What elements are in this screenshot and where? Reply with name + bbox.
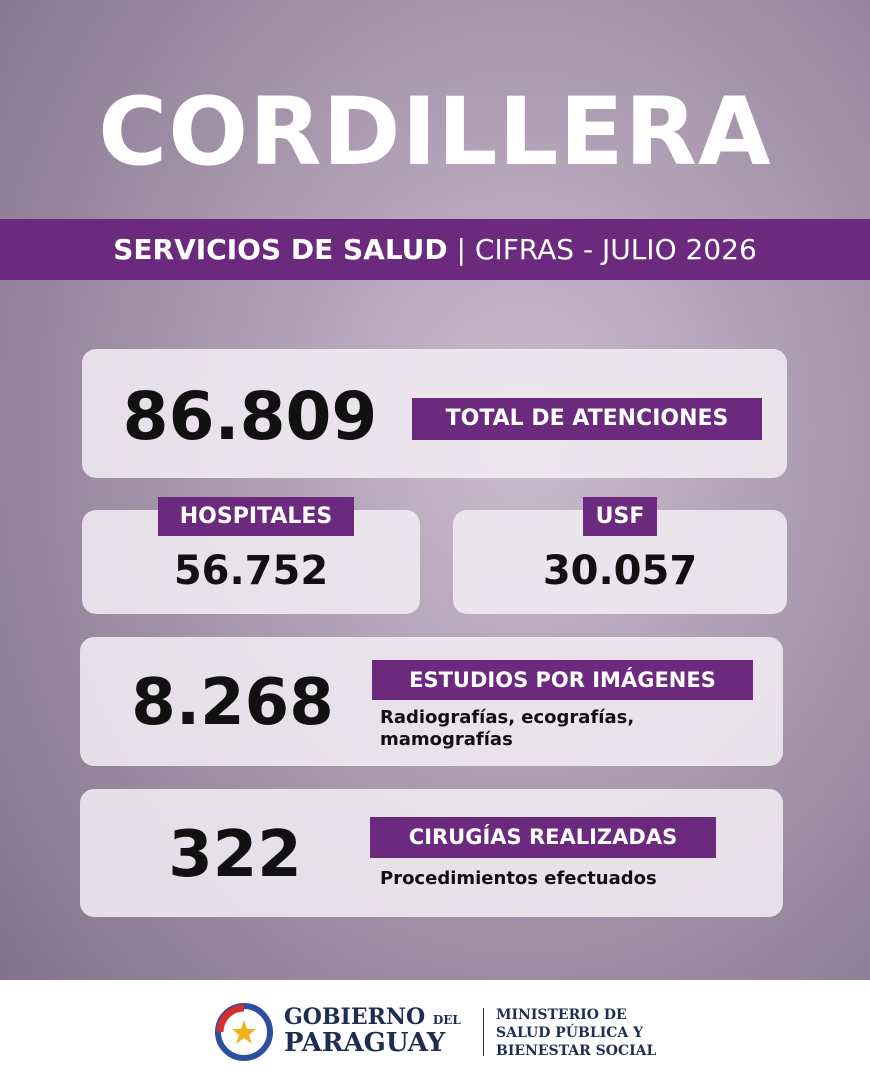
description-line: Radiografías, ecografías, <box>380 707 635 728</box>
subtitle-left: SERVICIOS DE SALUD <box>113 233 448 266</box>
estudios-value: 8.268 <box>131 666 334 740</box>
description-line: mamografías <box>380 729 513 750</box>
estudios-description: Radiografías, ecografías, mamografías <box>380 707 634 751</box>
usf-label: USF <box>583 497 657 536</box>
cirugias-label: CIRUGÍAS REALIZADAS <box>370 817 716 858</box>
cirugias-value: 322 <box>168 818 302 892</box>
subtitle-separator: | <box>456 233 466 266</box>
ministry-line: BIENESTAR SOCIAL <box>496 1043 657 1059</box>
ministry-line: SALUD PÚBLICA Y <box>496 1025 644 1041</box>
ministry: MINISTERIO DE SALUD PÚBLICA Y BIENESTAR … <box>496 1006 656 1060</box>
total-label: TOTAL DE ATENCIONES <box>412 398 762 440</box>
footer: GOBIERNO DEL PARAGUAY MINISTERIO DE SALU… <box>0 980 870 1087</box>
gov-logo <box>215 1003 273 1061</box>
title: CORDILLERA <box>98 78 772 187</box>
gov-line1: GOBIERNO DEL <box>284 1004 461 1030</box>
logo-star <box>232 1020 256 1044</box>
divider <box>483 1008 484 1056</box>
cirugias-description: Procedimientos efectuados <box>380 868 657 889</box>
logo-red <box>216 1004 245 1033</box>
estudios-label: ESTUDIOS POR IMÁGENES <box>372 660 753 700</box>
gov-del: DEL <box>432 1013 461 1027</box>
gov-line2: PARAGUAY <box>284 1028 446 1058</box>
gov-word: GOBIERNO <box>284 1004 426 1030</box>
subtitle-right: CIFRAS - JULIO 2026 <box>474 233 757 266</box>
estudios-card <box>80 637 783 766</box>
hospitales-value: 56.752 <box>173 548 329 594</box>
hospitales-label: HOSPITALES <box>158 497 354 536</box>
total-value: 86.809 <box>122 378 378 455</box>
subtitle-band: SERVICIOS DE SALUD | CIFRAS - JULIO 2026 <box>0 219 870 280</box>
ministry-line: MINISTERIO DE <box>496 1007 627 1023</box>
usf-value: 30.057 <box>542 548 698 594</box>
